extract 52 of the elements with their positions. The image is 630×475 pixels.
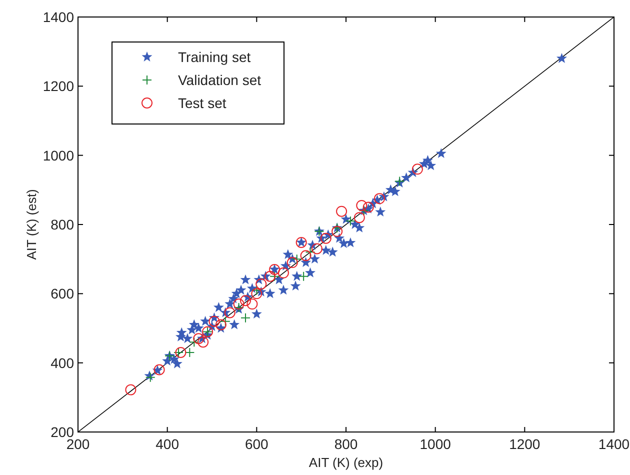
point <box>125 384 136 396</box>
legend-label: Test set <box>178 95 226 111</box>
y-tick-label: 800 <box>50 216 74 232</box>
x-tick-label: 400 <box>156 436 180 452</box>
x-tick-label: 600 <box>244 436 269 452</box>
point <box>246 298 258 310</box>
point <box>354 212 365 224</box>
point <box>198 336 209 348</box>
point <box>184 347 195 358</box>
x-tick-label: 1000 <box>420 436 452 452</box>
y-tick-label: 1400 <box>42 9 74 25</box>
point <box>320 232 332 244</box>
point <box>356 200 368 211</box>
point <box>300 250 312 262</box>
point <box>292 254 302 264</box>
point <box>345 216 356 226</box>
point <box>220 316 230 326</box>
point <box>311 243 322 254</box>
point <box>224 307 236 318</box>
point <box>189 337 200 348</box>
point <box>298 271 309 282</box>
point <box>251 288 262 300</box>
y-tick-label: 600 <box>50 286 74 302</box>
legend-label: Validation set <box>178 72 262 88</box>
point <box>336 206 348 217</box>
point <box>286 257 298 268</box>
point <box>233 298 244 310</box>
point <box>252 285 262 296</box>
y-tick-label: 1000 <box>42 147 74 164</box>
point <box>278 267 289 278</box>
point <box>215 319 226 330</box>
point <box>175 346 186 358</box>
point <box>305 247 316 258</box>
point <box>208 316 220 327</box>
x-tick-label: 1400 <box>598 436 630 452</box>
point <box>374 193 385 204</box>
x-axis-title: AIT (K) (exp) <box>308 455 384 470</box>
point <box>240 312 250 323</box>
point <box>174 347 184 358</box>
point <box>193 333 204 344</box>
y-tick-label: 400 <box>50 354 74 371</box>
point <box>412 164 423 175</box>
x-tick-label: 800 <box>334 436 358 452</box>
y-tick-label: 1200 <box>42 78 74 94</box>
y-axis-title: AIT (K) (est) <box>24 189 39 260</box>
x-tick-label: 1200 <box>509 436 540 452</box>
point <box>240 295 251 306</box>
point <box>332 226 343 237</box>
point <box>256 278 267 290</box>
point <box>264 270 276 282</box>
legend-label: Training set <box>178 49 251 65</box>
point <box>270 271 280 282</box>
